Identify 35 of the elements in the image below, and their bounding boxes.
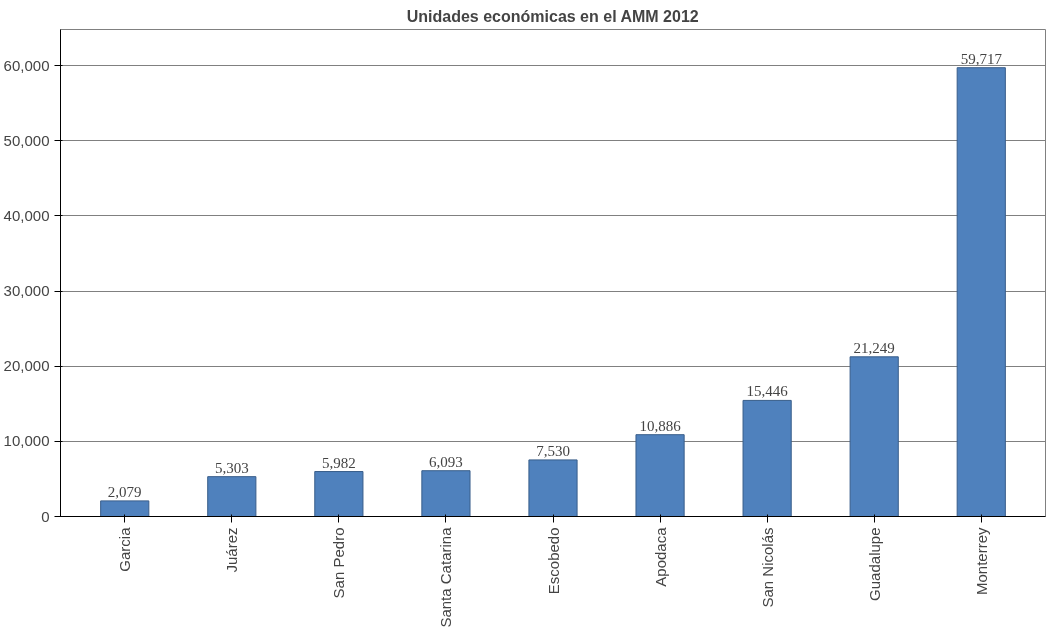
- y-tick-label: 10,000: [3, 432, 50, 450]
- x-tick-label: Santa Catarina: [437, 526, 455, 628]
- x-tick-label: Apodaca: [651, 526, 669, 587]
- x-tick-label: Escobedo: [544, 527, 562, 595]
- data-label: 10,886: [639, 417, 682, 434]
- x-tick-label: San Nicolás: [758, 527, 776, 608]
- x-tick-label: Guadalupe: [865, 527, 883, 601]
- x-tick-label: San Pedro: [330, 527, 348, 599]
- bar: [314, 471, 364, 517]
- y-tick-label: 30,000: [3, 282, 50, 300]
- bar: [635, 434, 685, 517]
- data-label: 21,249: [853, 339, 895, 356]
- y-tick-label: 20,000: [3, 357, 50, 375]
- chart-title: Unidades económicas en el AMM 2012: [406, 7, 699, 25]
- x-tick-label: Garcia: [116, 526, 134, 572]
- bar: [956, 67, 1006, 517]
- y-tick-label: 50,000: [3, 131, 50, 149]
- x-tick-label: Monterrey: [972, 527, 990, 596]
- x-tick-label: Juárez: [223, 527, 241, 573]
- bar: [742, 399, 792, 517]
- y-tick-label: 0: [41, 507, 50, 525]
- data-label: 15,446: [746, 383, 789, 400]
- bar: [528, 459, 578, 517]
- data-label: 2,079: [107, 483, 142, 500]
- y-tick-label: 60,000: [3, 56, 50, 74]
- data-label: 5,982: [321, 454, 356, 471]
- bar: [100, 500, 150, 517]
- data-label: 6,093: [429, 453, 463, 470]
- data-label: 59,717: [960, 50, 1003, 67]
- bar: [421, 470, 471, 517]
- data-label: 5,303: [214, 459, 249, 476]
- bar: [207, 476, 257, 517]
- bar: [849, 356, 899, 517]
- y-tick-label: 40,000: [3, 206, 50, 224]
- data-label: 7,530: [536, 442, 570, 459]
